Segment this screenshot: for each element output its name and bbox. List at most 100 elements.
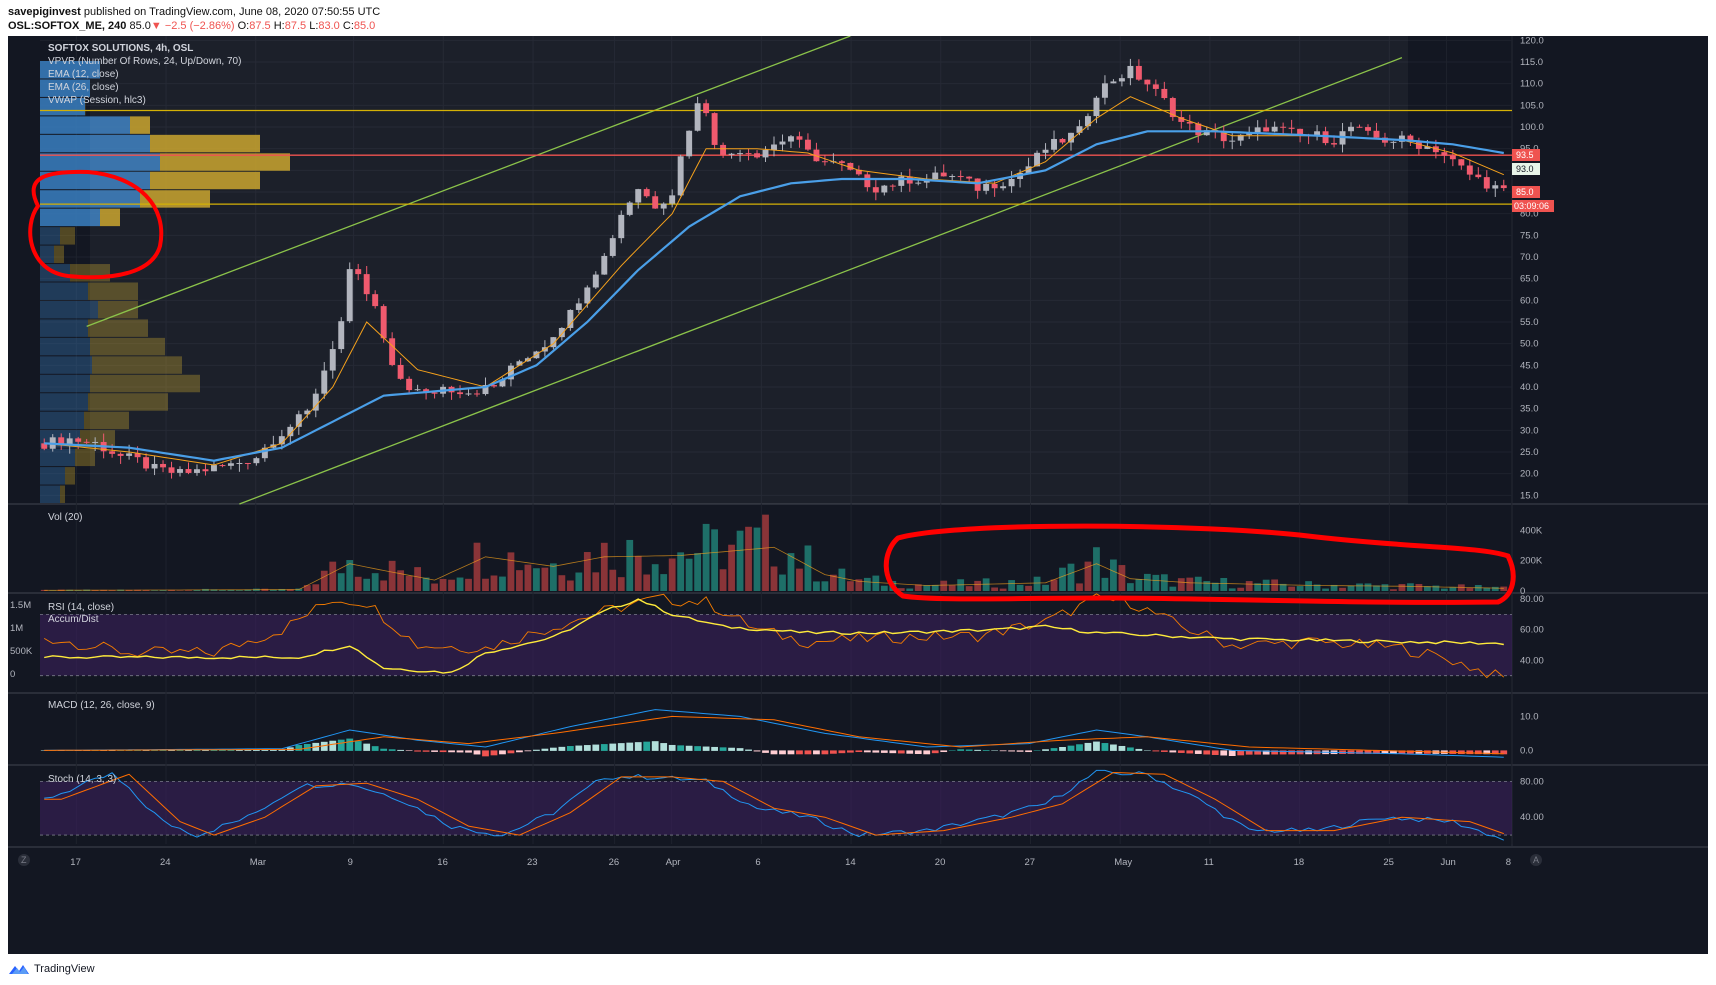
candle-body — [160, 463, 167, 468]
rsi-label[interactable]: RSI (14, close) — [48, 602, 114, 613]
candle-body — [779, 141, 786, 145]
footer-brand[interactable]: TradingView — [34, 963, 95, 975]
macd-hist-bar — [1194, 750, 1202, 754]
volume-bar — [838, 568, 846, 591]
macd-hist-bar — [736, 748, 744, 751]
macd-hist-bar — [1059, 747, 1066, 751]
vpvr-up-bar — [40, 116, 130, 134]
volume-bar — [473, 542, 481, 591]
macd-hist-bar — [1050, 748, 1058, 751]
macd-hist-bar — [524, 750, 532, 752]
vpvr-up-bar — [40, 282, 88, 300]
volume-bar — [1228, 588, 1236, 591]
candle-body — [1068, 132, 1074, 143]
zoom-reset-button[interactable] — [18, 854, 30, 866]
legend-ema26[interactable]: EMA (26, close) — [48, 82, 119, 93]
macd-hist-bar — [490, 750, 498, 756]
volume-bar — [626, 539, 634, 591]
volume-bar — [634, 556, 642, 591]
macd-hist-bar — [354, 741, 362, 751]
volume-bar — [906, 588, 914, 591]
candle-body — [592, 274, 599, 288]
candle-body — [711, 113, 718, 145]
stoch-label[interactable]: Stoch (14, 3, 3) — [48, 774, 116, 785]
candle-body — [491, 385, 497, 387]
volume-bar — [456, 577, 464, 591]
volume-bar — [779, 574, 786, 591]
macd-hist-bar — [600, 744, 608, 751]
auto-scale-button[interactable] — [1530, 854, 1542, 866]
volume-bar — [329, 561, 337, 591]
volume-bar — [1067, 563, 1075, 591]
rsi-line — [43, 593, 1505, 679]
macd-hist-bar — [1025, 750, 1032, 753]
legend-ema12[interactable]: EMA (12, close) — [48, 69, 119, 80]
volume-bar — [431, 583, 438, 591]
tradingview-logo-icon[interactable] — [8, 962, 30, 976]
vpvr-down-bar — [88, 393, 168, 411]
macd-hist-bar — [533, 749, 540, 751]
volume-bar — [1407, 583, 1414, 591]
vol-label[interactable]: Vol (20) — [48, 512, 82, 523]
legend-vwap[interactable]: VWAP (Session, hlc3) — [48, 95, 146, 106]
macd-hist-bar — [1500, 750, 1508, 755]
candle-body — [864, 174, 871, 188]
candle-body — [652, 196, 659, 209]
volume-bar — [1194, 576, 1202, 591]
volume-bar — [422, 577, 430, 591]
macd-pane[interactable] — [40, 709, 1508, 758]
macd-hist-bar — [541, 748, 549, 751]
volume-bar — [914, 584, 922, 591]
legend-vpvr[interactable]: VPVR (Number Of Rows, 24, Up/Down, 70) — [48, 56, 241, 67]
macd-hist-bar — [473, 750, 481, 755]
volume-pane[interactable] — [40, 514, 1508, 591]
volume-bar — [880, 585, 888, 591]
candle-body — [618, 214, 625, 239]
volume-bar — [1288, 586, 1296, 591]
macd-hist-bar — [1262, 750, 1270, 755]
rsi-pane[interactable] — [40, 593, 1512, 679]
chart-canvas[interactable]: 17 24 Mar 9 16 23 26 Apr 6 14 20 27 May 11 18 25 Jun 8 120… — [8, 36, 1708, 954]
candle-body — [1237, 134, 1244, 141]
candle-body — [474, 393, 480, 395]
macd-tick-label: 10.0 — [1520, 711, 1539, 722]
candle-body — [1084, 116, 1091, 127]
candle-body — [609, 238, 616, 256]
volume-bar — [1262, 579, 1270, 591]
candle-body — [117, 453, 124, 456]
macd-hist-bar — [575, 745, 583, 751]
price-badge-red-text: 93.5 — [1516, 150, 1534, 160]
volume-bar — [1296, 586, 1304, 591]
volume-bar — [974, 580, 982, 591]
volume-bar — [499, 576, 506, 591]
candle-body — [499, 379, 506, 387]
candle-body — [745, 153, 752, 155]
macd-hist-bar — [813, 750, 820, 755]
candle-body — [253, 458, 260, 464]
macd-label[interactable]: MACD (12, 26, close, 9) — [48, 700, 155, 711]
volume-bar — [1483, 587, 1491, 591]
candle-body — [185, 469, 192, 473]
candle-body — [974, 178, 981, 191]
price-tick-label: 30.0 — [1520, 425, 1539, 436]
candle-body — [1000, 186, 1007, 189]
candle-body — [1093, 97, 1100, 117]
macd-hist-bar — [507, 750, 515, 754]
vpvr-up-bar — [40, 153, 160, 171]
candle-body — [1254, 127, 1261, 133]
stoch-pane[interactable] — [40, 769, 1512, 841]
candle-body — [329, 349, 336, 371]
candle-body — [584, 287, 591, 304]
volume-bar — [1432, 585, 1440, 591]
macd-hist-bar — [1169, 750, 1177, 753]
x-tick-label: May — [1114, 857, 1132, 868]
hand-drawn-annotations — [28, 169, 1516, 605]
stoch-k-line — [44, 769, 1505, 841]
accum-label[interactable]: Accum/Dist — [48, 614, 99, 625]
publisher-name[interactable]: savepiginvest — [8, 6, 81, 18]
price-pane[interactable] — [40, 36, 1512, 505]
price-tick-label: 115.0 — [1520, 57, 1543, 68]
macd-hist-bar — [1016, 750, 1024, 752]
vpvr-down-bar — [100, 208, 120, 227]
macd-hist-bar — [1084, 742, 1092, 751]
